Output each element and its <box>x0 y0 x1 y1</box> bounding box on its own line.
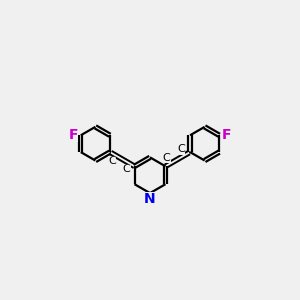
Text: C: C <box>177 144 185 154</box>
Text: N: N <box>144 192 156 206</box>
Text: C: C <box>108 156 116 166</box>
Text: C: C <box>123 164 130 175</box>
Text: F: F <box>222 128 231 142</box>
Text: F: F <box>69 128 78 142</box>
Text: C: C <box>163 153 170 163</box>
